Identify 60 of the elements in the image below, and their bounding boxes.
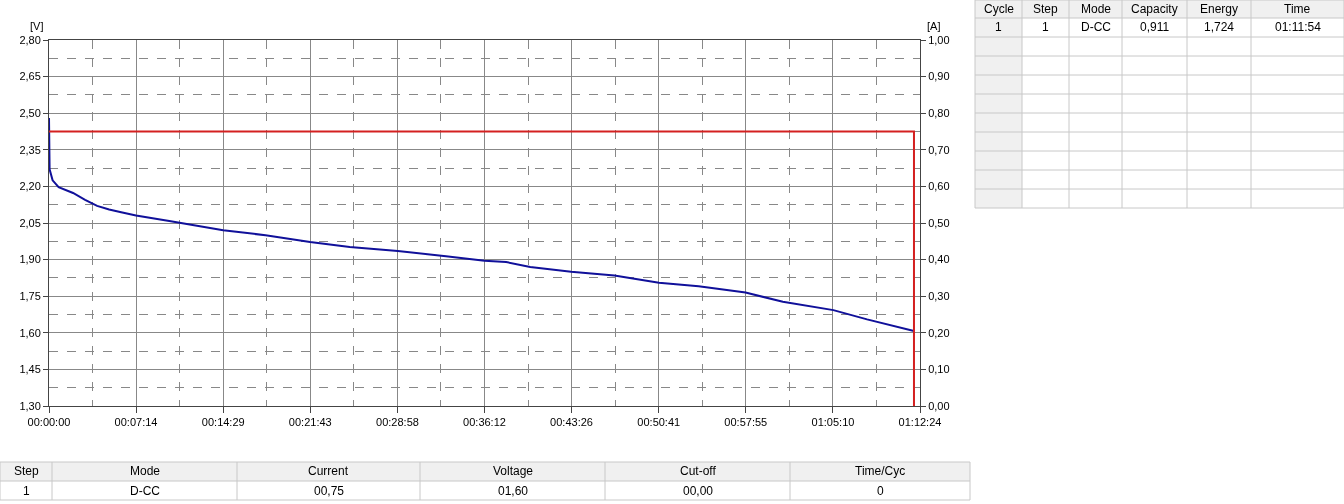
text: 1 bbox=[995, 20, 1002, 34]
x-tick-label: 00:00:00 bbox=[27, 416, 71, 429]
text: Energy bbox=[1200, 2, 1239, 16]
text: 01:11:54 bbox=[1275, 20, 1322, 34]
y2-tick-label: 1,00 bbox=[928, 33, 950, 46]
y2-tick-label: 0,90 bbox=[928, 70, 950, 83]
y-tick-label: 1,75 bbox=[19, 290, 41, 303]
text: Capacity bbox=[1131, 2, 1178, 16]
text: 1,724 bbox=[1204, 20, 1235, 34]
y-tick-label: 2,80 bbox=[19, 33, 41, 46]
y2-tick-label: 0,10 bbox=[928, 363, 950, 376]
text: Mode bbox=[1081, 2, 1112, 16]
y2-tick-label: 0,80 bbox=[928, 107, 950, 120]
text: 0,911 bbox=[1140, 20, 1170, 34]
text: Current bbox=[308, 464, 349, 478]
text: Time/Cyc bbox=[855, 464, 906, 478]
text: Mode bbox=[130, 464, 161, 478]
y-tick-label: 1,90 bbox=[19, 253, 41, 266]
y2-tick-label: 0,70 bbox=[928, 143, 950, 156]
x-tick-label: 00:57:55 bbox=[724, 416, 768, 429]
y-tick-label: 2,35 bbox=[19, 143, 41, 156]
x-tick-label: 01:05:10 bbox=[811, 416, 855, 429]
y-tick-label: 1,45 bbox=[19, 363, 41, 376]
y2-tick-label: 0,00 bbox=[928, 399, 950, 412]
x-tick-label: 01:12:24 bbox=[898, 416, 942, 429]
text: 1 bbox=[23, 484, 30, 498]
text: D-CC bbox=[130, 484, 161, 498]
text: 0 bbox=[877, 484, 884, 498]
y2-axis-title: [A] bbox=[927, 20, 941, 32]
y-tick-label: 2,05 bbox=[19, 216, 41, 229]
y2-tick-label: 0,40 bbox=[928, 253, 950, 266]
text: Time bbox=[1284, 2, 1311, 16]
x-tick-label: 00:07:14 bbox=[114, 416, 158, 429]
text: 00,75 bbox=[314, 484, 345, 498]
x-tick-label: 00:43:26 bbox=[550, 416, 593, 429]
x-tick-label: 00:50:41 bbox=[637, 416, 681, 429]
text: Voltage bbox=[493, 464, 534, 478]
y-tick-label: 2,20 bbox=[19, 180, 41, 193]
y-tick-label: 2,65 bbox=[19, 70, 41, 83]
x-tick-label: 00:14:29 bbox=[201, 416, 245, 429]
text: 01,60 bbox=[498, 484, 529, 498]
text: 00,00 bbox=[683, 484, 714, 498]
y-tick-label: 1,60 bbox=[19, 326, 41, 339]
x-tick-label: 00:36:12 bbox=[463, 416, 506, 429]
text: Cut-off bbox=[680, 464, 717, 478]
y2-tick-label: 0,30 bbox=[928, 290, 950, 303]
y-axis-title: [V] bbox=[30, 20, 44, 32]
text: 1 bbox=[1042, 20, 1049, 34]
text: D-CC bbox=[1081, 20, 1112, 34]
y2-tick-label: 0,50 bbox=[928, 216, 950, 229]
y2-tick-label: 0,60 bbox=[928, 180, 950, 193]
x-tick-label: 00:28:58 bbox=[376, 416, 419, 429]
text: Step bbox=[14, 464, 40, 478]
line-series bbox=[49, 117, 915, 333]
y2-tick-label: 0,20 bbox=[928, 326, 950, 339]
text: Cycle bbox=[984, 2, 1015, 16]
y-tick-label: 1,30 bbox=[19, 399, 41, 412]
x-tick-label: 00:21:43 bbox=[288, 416, 332, 429]
text: Step bbox=[1033, 2, 1059, 16]
y-tick-label: 2,50 bbox=[19, 107, 41, 120]
